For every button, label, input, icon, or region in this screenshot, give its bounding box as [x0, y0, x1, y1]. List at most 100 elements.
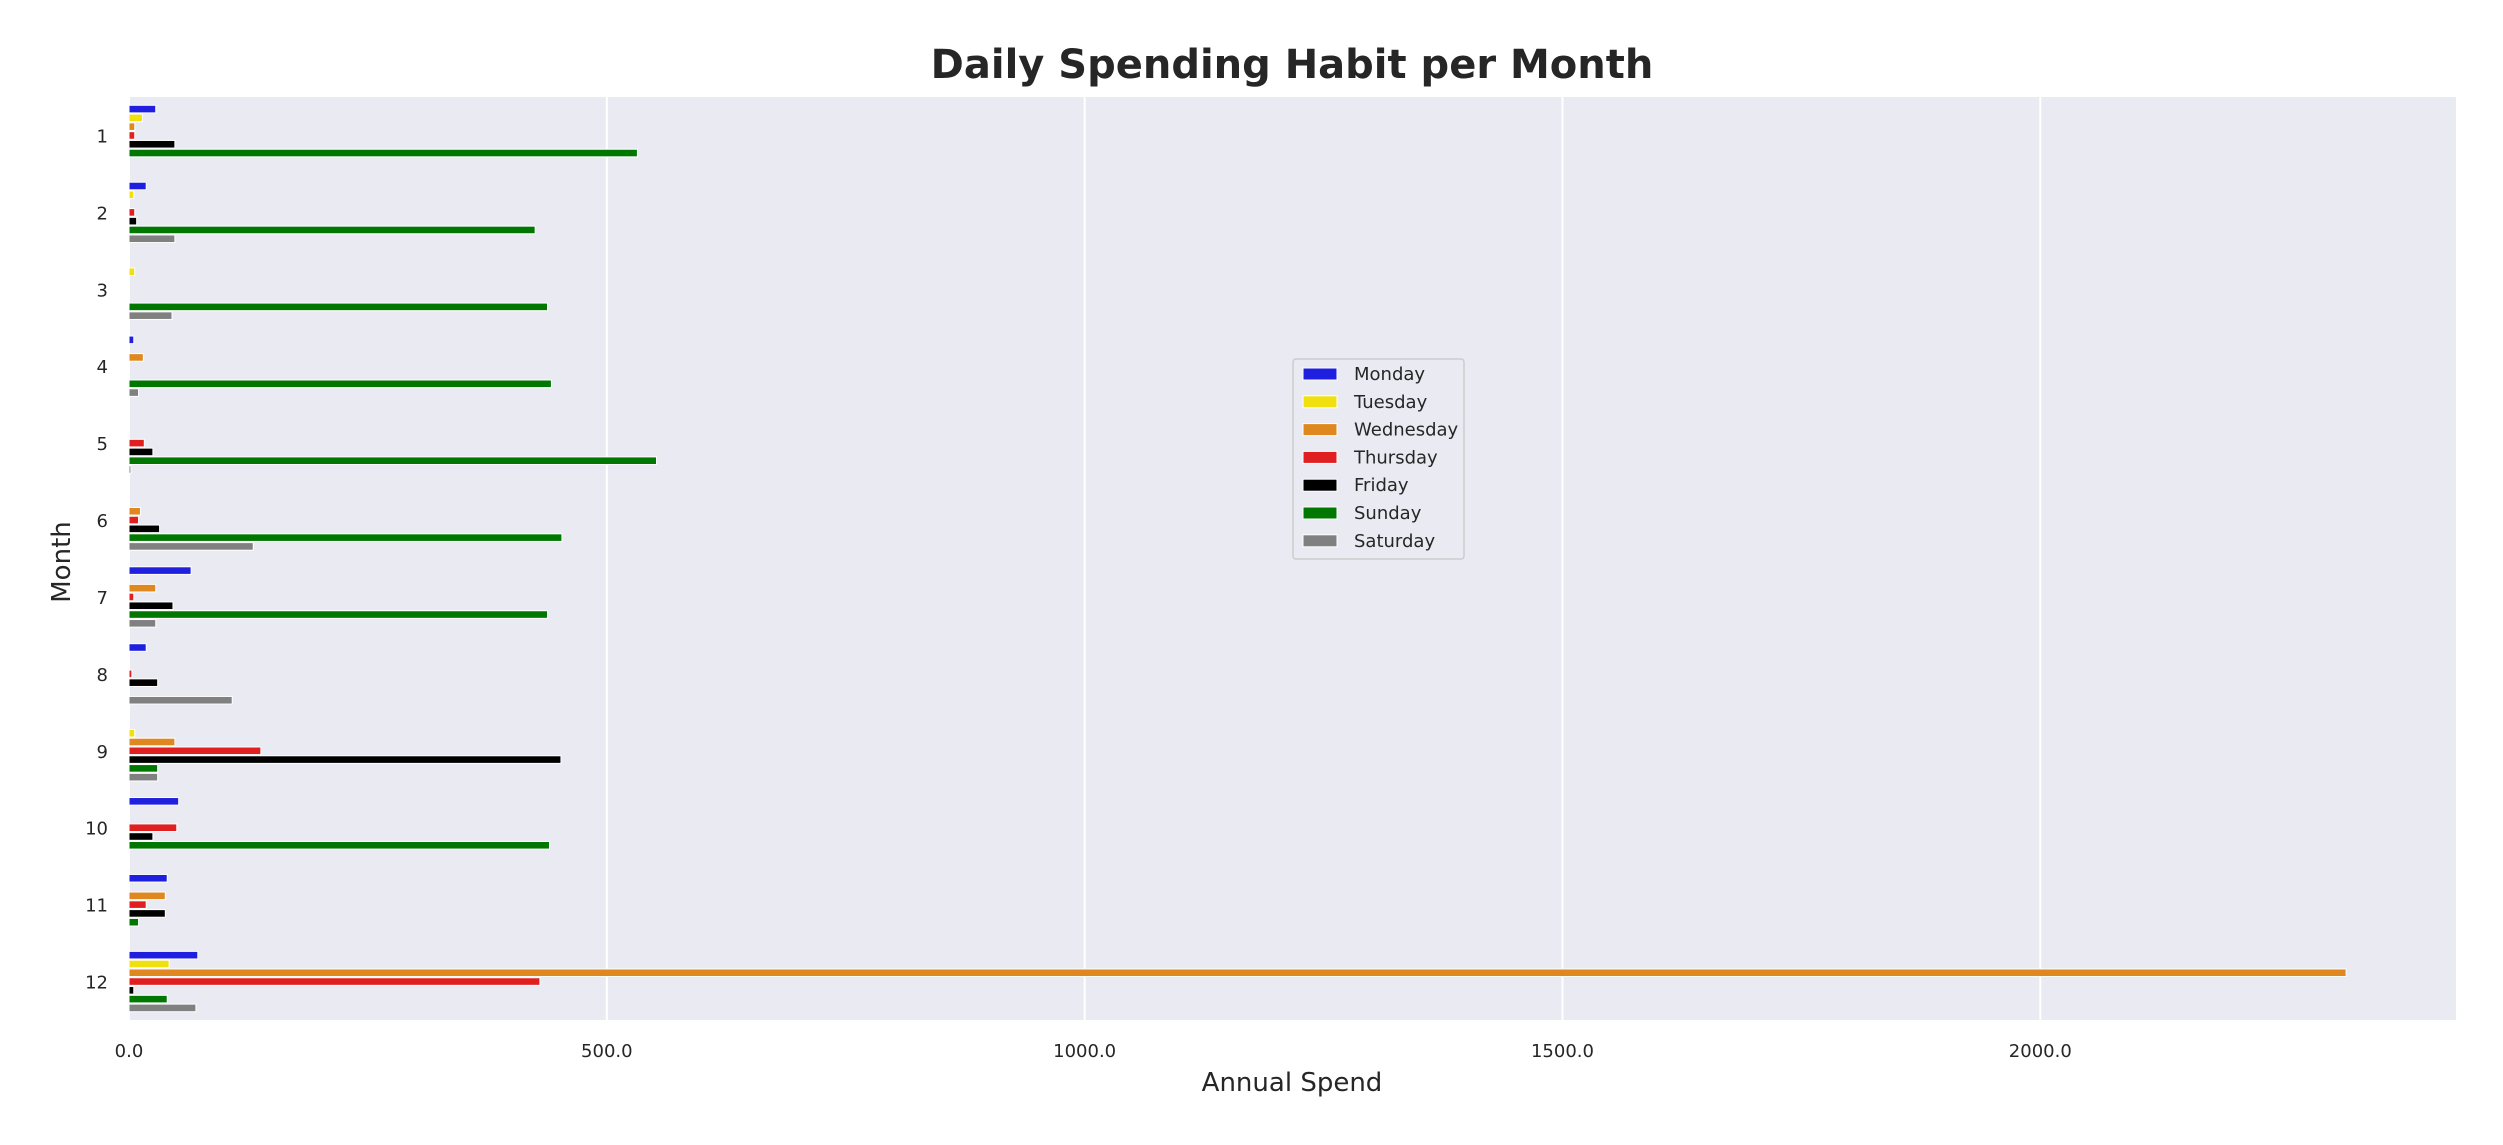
y-tick-label: 2 — [97, 203, 108, 224]
bar-friday-month-2 — [128, 216, 138, 226]
bar-tuesday-month-2 — [128, 190, 135, 200]
y-tick-label: 3 — [97, 280, 108, 301]
bar-sunday-month-12 — [128, 994, 168, 1004]
x-tick-label: 0.0 — [115, 1041, 144, 1062]
bar-wednesday-month-12 — [128, 968, 2347, 978]
bar-saturday-month-4 — [128, 388, 140, 397]
bar-monday-month-2 — [128, 181, 147, 191]
bar-thursday-month-11 — [128, 900, 147, 909]
bar-friday-month-12 — [128, 986, 135, 995]
y-axis-label: Month — [47, 521, 77, 603]
legend-label-thursday: Thursday — [1353, 447, 1438, 468]
y-tick-label: 5 — [97, 434, 108, 455]
legend-swatch-wednesday — [1302, 423, 1338, 437]
legend-label-wednesday: Wednesday — [1354, 420, 1459, 441]
bar-sunday-month-1 — [128, 148, 638, 158]
y-tick-label: 12 — [85, 973, 108, 994]
bar-monday-month-1 — [128, 104, 157, 114]
bar-sunday-month-5 — [128, 456, 658, 466]
y-tick-label: 6 — [97, 511, 108, 532]
bar-friday-month-10 — [128, 832, 154, 841]
legend-label-sunday: Sunday — [1354, 503, 1422, 524]
bar-friday-month-9 — [128, 755, 562, 764]
bar-saturday-month-12 — [128, 1003, 197, 1013]
legend-label-friday: Friday — [1354, 475, 1409, 496]
bar-wednesday-month-7 — [128, 583, 157, 593]
legend-label-saturday: Saturday — [1354, 531, 1435, 552]
bar-thursday-month-8 — [128, 669, 133, 679]
x-tick-label: 500.0 — [581, 1041, 633, 1062]
bar-thursday-month-9 — [128, 746, 262, 756]
bar-saturday-month-8 — [128, 695, 233, 705]
bar-monday-month-4 — [128, 335, 135, 345]
y-tick-label: 11 — [85, 896, 108, 917]
x-tick-label: 1500.0 — [1531, 1041, 1594, 1062]
legend: Monday Tuesday Wednesday Thursday Friday Sund… — [1292, 358, 1465, 560]
bar-wednesday-month-6 — [128, 506, 141, 516]
legend-swatch-saturday — [1302, 534, 1338, 548]
bar-thursday-month-10 — [128, 823, 178, 833]
bar-thursday-month-5 — [128, 438, 145, 448]
bar-monday-month-10 — [128, 797, 180, 806]
bar-friday-month-1 — [128, 139, 176, 149]
legend-swatch-friday — [1302, 478, 1338, 492]
x-tick-label: 1000.0 — [1053, 1041, 1116, 1062]
bar-friday-month-8 — [128, 678, 159, 687]
y-tick-label: 1 — [97, 126, 108, 147]
bar-sunday-month-6 — [128, 533, 563, 542]
bar-saturday-month-2 — [128, 234, 176, 244]
legend-label-tuesday: Tuesday — [1353, 392, 1428, 413]
legend-items: Monday Tuesday Wednesday Thursday Friday Sund… — [1302, 364, 1459, 552]
x-tick-label: 2000.0 — [2009, 1041, 2072, 1062]
legend-swatch-monday — [1302, 367, 1338, 381]
y-tick-label: 7 — [97, 588, 108, 609]
chart-title: Daily Spending Habit per Month — [931, 42, 1654, 88]
bar-wednesday-month-11 — [128, 891, 166, 901]
bar-thursday-month-1 — [128, 131, 136, 140]
bar-saturday-month-7 — [128, 619, 157, 628]
legend-swatch-thursday — [1302, 450, 1338, 464]
bar-tuesday-month-9 — [128, 728, 136, 738]
y-tick-label: 8 — [97, 665, 108, 686]
bar-saturday-month-6 — [128, 542, 254, 551]
bar-sunday-month-10 — [128, 840, 550, 850]
bar-tuesday-month-3 — [128, 267, 136, 277]
bar-sunday-month-2 — [128, 225, 536, 235]
legend-swatch-tuesday — [1302, 395, 1338, 409]
bar-saturday-month-9 — [128, 772, 159, 782]
bar-saturday-month-5 — [128, 465, 132, 474]
bar-monday-month-12 — [128, 950, 199, 960]
bar-thursday-month-6 — [128, 515, 140, 525]
bar-thursday-month-12 — [128, 977, 541, 986]
y-tick-label: 9 — [97, 742, 108, 763]
bar-saturday-month-3 — [128, 311, 173, 320]
bar-monday-month-11 — [128, 873, 168, 883]
bar-sunday-month-9 — [128, 764, 159, 773]
bar-sunday-month-11 — [128, 917, 140, 927]
plot-area — [129, 97, 2456, 1020]
x-axis-label: Annual Spend — [1202, 1068, 1383, 1098]
legend-label-monday: Monday — [1354, 364, 1425, 385]
y-tick-label: 4 — [97, 357, 108, 378]
bar-sunday-month-7 — [128, 610, 549, 619]
bar-thursday-month-7 — [128, 592, 135, 602]
bar-friday-month-5 — [128, 447, 154, 457]
bar-friday-month-7 — [128, 601, 174, 611]
x-tick-labels: 0.0 500.0 1000.0 1500.0 2000.0 — [115, 1041, 2072, 1062]
bars — [128, 104, 2347, 1013]
bar-wednesday-month-9 — [128, 737, 176, 747]
bar-tuesday-month-1 — [128, 113, 143, 123]
bar-tuesday-month-12 — [128, 959, 170, 969]
bar-thursday-month-2 — [128, 208, 136, 217]
grid-lines — [128, 97, 2042, 1020]
bar-sunday-month-3 — [128, 302, 549, 312]
legend-swatch-sunday — [1302, 506, 1338, 520]
y-tick-label: 10 — [85, 819, 108, 840]
bar-monday-month-8 — [128, 643, 147, 652]
bar-friday-month-11 — [128, 909, 166, 918]
bar-friday-month-6 — [128, 524, 161, 534]
bar-monday-month-7 — [128, 566, 192, 575]
bar-sunday-month-4 — [128, 379, 552, 389]
